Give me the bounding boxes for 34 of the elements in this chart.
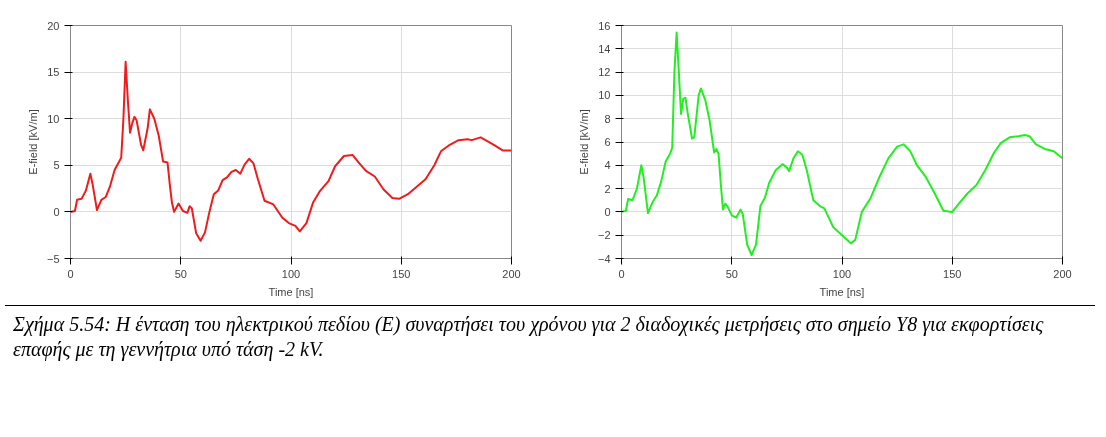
y-tick-label: 16 (598, 19, 611, 32)
y-tick-label: 8 (604, 112, 611, 125)
y-tick-label: −5 (46, 252, 60, 265)
y-tick-label: 6 (604, 136, 611, 148)
text: Σχήμα 5.54: Η ένταση του ηλεκτρικού πεδίου (Ε) συναρτήσει του χρόνου για 2 διαδοχικές μετρήσεις στο σημείο Υ8 για εκφορτίσεις επαφής με τη γεννήτρια υπό τάση -2 kV. (13, 312, 1045, 362)
y-tick-label: 5 (53, 159, 60, 172)
x-tick-label: 0 (618, 267, 625, 280)
x-axis-title: Time [ns] (268, 285, 314, 298)
y-tick-label: 20 (47, 19, 60, 32)
x-tick-label: 150 (943, 267, 962, 280)
y-tick-label: 4 (604, 159, 611, 172)
y-tick-label: 2 (604, 182, 611, 195)
x-tick-label: 50 (174, 267, 187, 280)
x-tick-label: 200 (502, 267, 521, 280)
y-tick-label: 12 (598, 66, 611, 79)
x-tick-label: 100 (832, 267, 852, 280)
line-series (621, 31, 1063, 257)
y-tick-label: 14 (598, 42, 611, 55)
x-tick-label: 150 (392, 267, 411, 280)
x-tick-label: 0 (67, 267, 74, 280)
y-tick-label: 15 (47, 66, 60, 79)
y-axis-title: E-field [kV/m] (26, 109, 39, 175)
line-series (70, 60, 512, 242)
x-tick-label: 100 (281, 267, 301, 280)
y-tick-label: 0 (604, 205, 611, 218)
x-axis-title: Time [ns] (819, 285, 865, 298)
y-tick-label: −4 (597, 252, 611, 265)
y-tick-label: 10 (47, 112, 60, 125)
y-tick-label: −2 (597, 229, 611, 242)
x-tick-label: 50 (725, 267, 738, 280)
x-tick-label: 200 (1053, 267, 1072, 280)
y-tick-label: 10 (598, 89, 611, 102)
y-axis-title: E-field [kV/m] (577, 109, 590, 175)
y-tick-label: 0 (53, 205, 60, 218)
